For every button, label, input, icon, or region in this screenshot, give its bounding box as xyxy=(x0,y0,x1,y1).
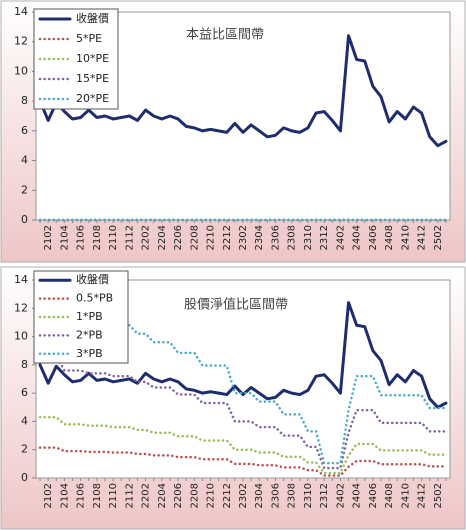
x-tick-label: 2308 xyxy=(287,483,298,508)
legend-label: 15*PE xyxy=(76,72,109,85)
x-tick-label: 2108 xyxy=(92,483,103,508)
y-tick-label: 8 xyxy=(21,358,28,371)
legend-label: 收盤價 xyxy=(76,11,109,25)
x-tick-label: 2302 xyxy=(238,483,249,508)
x-tick-label: 2210 xyxy=(206,483,217,508)
x-tick-label: 2104 xyxy=(59,225,70,250)
legend-label: 0.5*PB xyxy=(76,292,113,305)
x-tick-label: 2110 xyxy=(108,483,119,508)
x-tick-label: 2204 xyxy=(157,483,168,508)
x-tick-label: 2308 xyxy=(287,225,298,250)
y-tick-label: 12 xyxy=(14,35,28,48)
y-tick-label: 14 xyxy=(14,5,28,18)
y-tick-label: 10 xyxy=(14,330,28,343)
x-tick-label: 2502 xyxy=(433,225,444,250)
x-tick-label: 2208 xyxy=(189,483,200,508)
legend-label: 1*PB xyxy=(76,310,103,323)
x-tick-label: 2306 xyxy=(270,225,281,250)
x-tick-label: 2304 xyxy=(254,483,265,508)
x-tick-label: 2404 xyxy=(352,483,363,508)
y-tick-label: 10 xyxy=(14,64,28,77)
x-tick-label: 2112 xyxy=(124,483,135,508)
x-tick-label: 2112 xyxy=(124,225,135,250)
y-tick-label: 4 xyxy=(21,154,28,167)
x-tick-label: 2404 xyxy=(352,225,363,250)
x-tick-label: 2406 xyxy=(368,483,379,508)
legend-label: 收盤價 xyxy=(76,272,109,286)
y-tick-label: 6 xyxy=(21,124,28,137)
series-line xyxy=(38,34,448,148)
x-tick-label: 2110 xyxy=(108,225,119,250)
x-tick-label: 2410 xyxy=(400,225,411,250)
chart-title: 股價淨值比區間帶 xyxy=(184,297,288,313)
x-tick-label: 2206 xyxy=(173,483,184,508)
x-tick-label: 2312 xyxy=(319,483,330,508)
x-tick-label: 2402 xyxy=(335,483,346,508)
x-tick-label: 2502 xyxy=(433,483,444,508)
x-tick-label: 2202 xyxy=(141,225,152,250)
x-tick-label: 2108 xyxy=(92,225,103,250)
x-tick-label: 2202 xyxy=(141,483,152,508)
x-tick-label: 2310 xyxy=(303,483,314,508)
chart-title: 本益比區間帶 xyxy=(186,28,264,43)
y-tick-label: 2 xyxy=(21,443,28,456)
x-tick-label: 2406 xyxy=(368,225,379,250)
series-line xyxy=(38,446,448,477)
x-tick-label: 2208 xyxy=(189,225,200,250)
legend-label: 2*PB xyxy=(76,328,103,341)
x-tick-label: 2104 xyxy=(59,483,70,508)
x-tick-label: 2304 xyxy=(254,225,265,250)
y-tick-label: 8 xyxy=(21,94,28,107)
series-line xyxy=(38,415,448,475)
legend-label: 20*PE xyxy=(76,92,109,105)
x-tick-label: 2408 xyxy=(384,483,395,508)
y-tick-label: 2 xyxy=(21,183,28,196)
series-line xyxy=(38,355,448,470)
x-tick-label: 2210 xyxy=(206,225,217,250)
y-tick-label: 0 xyxy=(21,471,28,484)
x-tick-label: 2102 xyxy=(43,483,54,508)
legend-label: 5*PE xyxy=(76,32,102,45)
legend-label: 10*PE xyxy=(76,52,109,65)
y-tick-label: 12 xyxy=(14,301,28,314)
x-tick-label: 2402 xyxy=(335,225,346,250)
x-tick-label: 2410 xyxy=(400,483,411,508)
x-tick-label: 2206 xyxy=(173,225,184,250)
y-tick-label: 4 xyxy=(21,414,28,427)
x-tick-label: 2412 xyxy=(417,483,428,508)
x-tick-label: 2306 xyxy=(270,483,281,508)
x-tick-label: 2408 xyxy=(384,225,395,250)
y-tick-label: 14 xyxy=(14,273,28,286)
x-tick-label: 2310 xyxy=(303,225,314,250)
x-tick-label: 2106 xyxy=(76,483,87,508)
x-tick-label: 2204 xyxy=(157,225,168,250)
y-tick-label: 0 xyxy=(21,213,28,226)
series-line xyxy=(38,301,448,409)
x-tick-label: 2212 xyxy=(222,483,233,508)
legend-label: 3*PB xyxy=(76,347,103,360)
x-tick-label: 2102 xyxy=(43,225,54,250)
y-tick-label: 6 xyxy=(21,386,28,399)
x-tick-label: 2212 xyxy=(222,225,233,250)
x-tick-label: 2302 xyxy=(238,225,249,250)
x-tick-label: 2312 xyxy=(319,225,330,250)
x-tick-label: 2412 xyxy=(417,225,428,250)
x-tick-label: 2106 xyxy=(76,225,87,250)
